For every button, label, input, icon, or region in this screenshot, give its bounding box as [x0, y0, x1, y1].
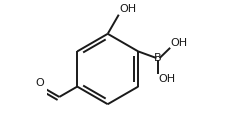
- Text: OH: OH: [158, 74, 175, 84]
- Text: OH: OH: [119, 4, 136, 14]
- Text: O: O: [35, 78, 44, 88]
- Text: B: B: [154, 53, 161, 63]
- Text: OH: OH: [170, 38, 187, 47]
